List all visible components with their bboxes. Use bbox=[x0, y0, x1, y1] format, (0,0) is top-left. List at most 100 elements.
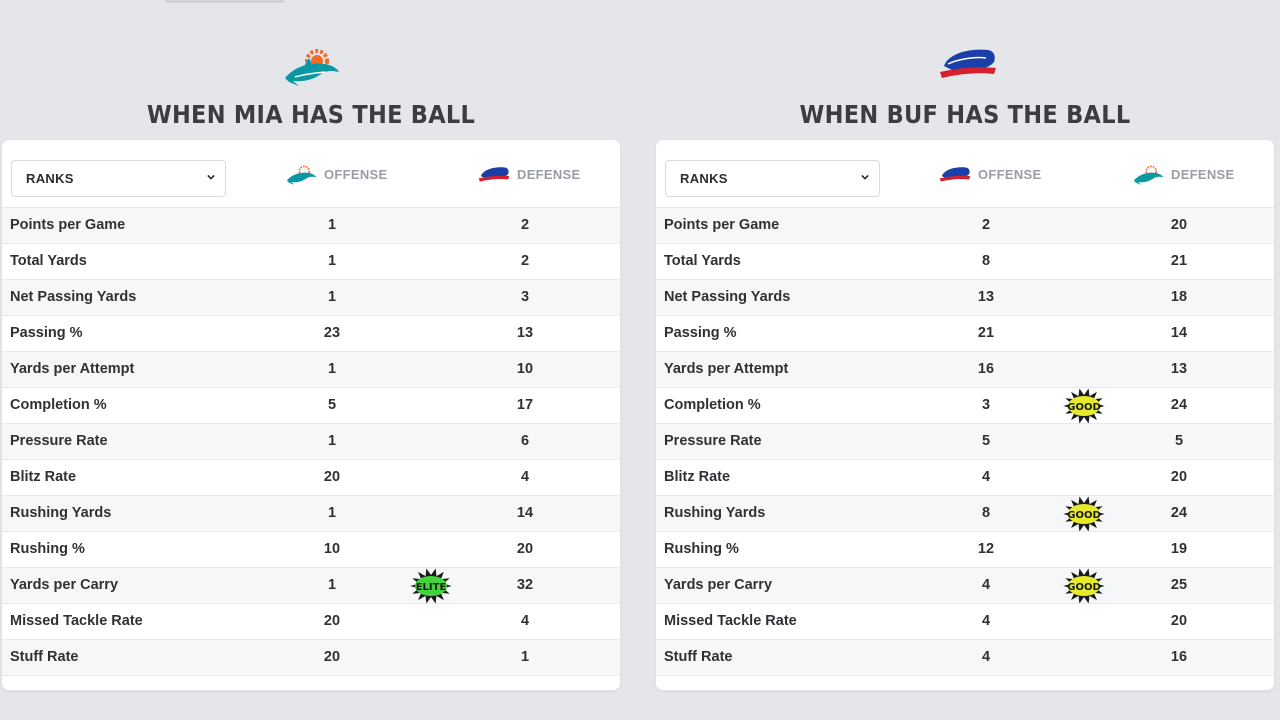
stat-label: Completion % bbox=[10, 397, 107, 413]
defense-rank: 4 bbox=[520, 469, 530, 485]
defense-label: DEFENSE bbox=[517, 166, 581, 182]
table-row: Stuff Rate 4 16 bbox=[656, 640, 1274, 676]
stat-label: Missed Tackle Rate bbox=[10, 613, 143, 629]
offense-label: OFFENSE bbox=[324, 166, 388, 182]
defense-rank: 32 bbox=[516, 577, 534, 593]
good-badge-icon: GOOD bbox=[1063, 568, 1105, 604]
badge-label: GOOD bbox=[1067, 582, 1101, 593]
offense-rank: 8 bbox=[981, 505, 991, 521]
stat-label: Rushing % bbox=[10, 541, 85, 557]
defense-rank: 10 bbox=[516, 361, 534, 377]
table-row: Yards per Carry 1 ELITE 32 bbox=[2, 568, 620, 604]
table-header: RANKS OFFENSE DEFENSE bbox=[656, 140, 1274, 208]
stat-label: Passing % bbox=[10, 325, 83, 341]
stat-rows: Points per Game 1 2 Total Yards 1 2 Net Passin… bbox=[2, 208, 620, 676]
offense-rank: 10 bbox=[323, 541, 341, 557]
chevron-down-icon bbox=[207, 174, 215, 180]
chevron-down-icon bbox=[861, 174, 869, 180]
table-row: Points per Game 2 20 bbox=[656, 208, 1274, 244]
table-row: Yards per Carry 4 GOOD 25 bbox=[656, 568, 1274, 604]
defense-rank: 24 bbox=[1170, 397, 1188, 413]
stat-label: Pressure Rate bbox=[664, 433, 762, 449]
offense-rank: 20 bbox=[323, 613, 341, 629]
stat-label: Yards per Carry bbox=[10, 577, 119, 593]
offense-rank: 21 bbox=[977, 325, 995, 341]
table-row: Total Yards 1 2 bbox=[2, 244, 620, 280]
stat-label: Stuff Rate bbox=[10, 649, 79, 665]
table-header: RANKS OFFENSE DEFENSE bbox=[2, 140, 620, 208]
table-row: Rushing % 12 19 bbox=[656, 532, 1274, 568]
defense-rank: 13 bbox=[516, 325, 534, 341]
table-row: Net Passing Yards 1 3 bbox=[2, 280, 620, 316]
stat-rows: Points per Game 2 20 Total Yards 8 21 Net Pass… bbox=[656, 208, 1274, 676]
table-row: Stuff Rate 20 1 bbox=[2, 640, 620, 676]
stat-label: Rushing Yards bbox=[664, 505, 766, 521]
defense-rank: 20 bbox=[1170, 469, 1188, 485]
offense-rank: 1 bbox=[327, 577, 337, 593]
offense-rank: 23 bbox=[323, 325, 341, 341]
bison-logo-icon bbox=[940, 49, 996, 78]
ranks-select-value: RANKS bbox=[680, 171, 728, 186]
ranks-select[interactable]: RANKS bbox=[665, 160, 880, 197]
table-row: Completion % 5 17 bbox=[2, 388, 620, 424]
stat-label: Rushing % bbox=[664, 541, 739, 557]
defense-rank: 19 bbox=[1170, 541, 1188, 557]
stat-label: Net Passing Yards bbox=[664, 289, 791, 305]
table-row: Passing % 21 14 bbox=[656, 316, 1274, 352]
ranks-select[interactable]: RANKS bbox=[11, 160, 226, 197]
offense-rank: 5 bbox=[327, 397, 337, 413]
defense-rank: 2 bbox=[520, 253, 530, 269]
table-row: Passing % 23 13 bbox=[2, 316, 620, 352]
dolphin-logo-icon bbox=[1133, 165, 1164, 185]
defense-rank: 17 bbox=[516, 397, 534, 413]
offense-rank: 4 bbox=[981, 613, 991, 629]
defense-column-header: DEFENSE bbox=[1129, 162, 1235, 186]
stat-label: Missed Tackle Rate bbox=[664, 613, 797, 629]
defense-rank: 21 bbox=[1170, 253, 1188, 269]
table-row: Pressure Rate 1 6 bbox=[2, 424, 620, 460]
table-row: Total Yards 8 21 bbox=[656, 244, 1274, 280]
defense-rank: 1 bbox=[520, 649, 530, 665]
stat-label: Yards per Attempt bbox=[664, 361, 789, 377]
badge-label: ELITE bbox=[416, 582, 447, 593]
offense-rank: 8 bbox=[981, 253, 991, 269]
top-bar-fragment bbox=[165, 0, 285, 3]
stat-label: Yards per Attempt bbox=[10, 361, 135, 377]
offense-rank: 4 bbox=[981, 649, 991, 665]
table-row: Blitz Rate 20 4 bbox=[2, 460, 620, 496]
badge-label: GOOD bbox=[1067, 402, 1101, 413]
defense-rank: 5 bbox=[1174, 433, 1184, 449]
good-badge-icon: GOOD bbox=[1063, 496, 1105, 532]
table-row: Blitz Rate 4 20 bbox=[656, 460, 1274, 496]
offense-rank: 20 bbox=[323, 649, 341, 665]
offense-rank: 13 bbox=[977, 289, 995, 305]
badge-label: GOOD bbox=[1067, 510, 1101, 521]
offense-rank: 1 bbox=[327, 253, 337, 269]
offense-rank: 1 bbox=[327, 505, 337, 521]
stat-label: Net Passing Yards bbox=[10, 289, 137, 305]
defense-label: DEFENSE bbox=[1171, 166, 1235, 182]
panel-title: WHEN MIA HAS THE BALL bbox=[146, 100, 476, 129]
table-row: Yards per Attempt 16 13 bbox=[656, 352, 1274, 388]
bison-logo-icon bbox=[478, 167, 510, 182]
offense-label: OFFENSE bbox=[978, 166, 1042, 182]
table-row: Yards per Attempt 1 10 bbox=[2, 352, 620, 388]
stat-label: Pressure Rate bbox=[10, 433, 108, 449]
defense-rank: 24 bbox=[1170, 505, 1188, 521]
table-row: Pressure Rate 5 5 bbox=[656, 424, 1274, 460]
defense-rank: 18 bbox=[1170, 289, 1188, 305]
table-row: Missed Tackle Rate 4 20 bbox=[656, 604, 1274, 640]
panel-title: WHEN BUF HAS THE BALL bbox=[799, 100, 1131, 129]
table-row: Points per Game 1 2 bbox=[2, 208, 620, 244]
elite-badge-icon: ELITE bbox=[410, 568, 452, 604]
defense-rank: 20 bbox=[1170, 613, 1188, 629]
table-row: Rushing Yards 8 GOOD 24 bbox=[656, 496, 1274, 532]
table-row: Rushing % 10 20 bbox=[2, 532, 620, 568]
stat-label: Blitz Rate bbox=[10, 469, 77, 485]
offense-column-header: OFFENSE bbox=[936, 162, 1042, 186]
stat-label: Points per Game bbox=[664, 217, 780, 233]
offense-rank: 5 bbox=[981, 433, 991, 449]
offense-rank: 1 bbox=[327, 217, 337, 233]
offense-rank: 12 bbox=[977, 541, 995, 557]
defense-rank: 4 bbox=[520, 613, 530, 629]
